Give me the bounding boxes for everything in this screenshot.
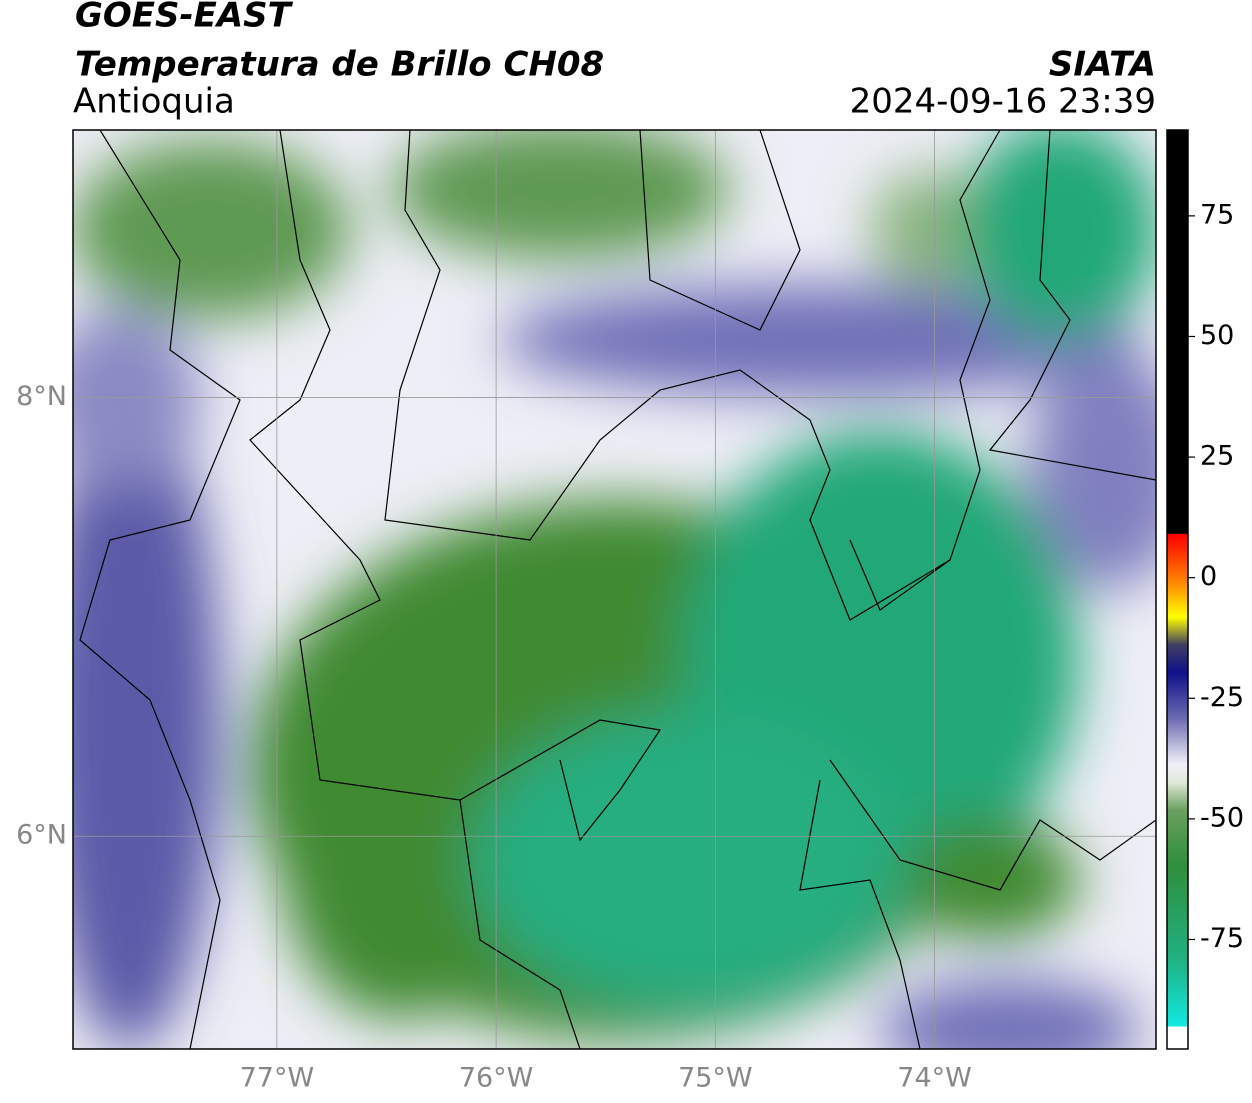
x-tick-label: 74°W [897,1063,972,1094]
satellite-image [73,130,1156,1049]
colorbar [1166,129,1189,1050]
title: GOES-EAST [75,0,294,36]
colorbar-tick-label: -25 [1200,682,1244,713]
colorbar-tick-label: 25 [1200,441,1234,472]
map-frame [72,129,1157,1050]
colorbar-tick-label: -50 [1200,802,1244,833]
x-tick-label: 77°W [240,1063,315,1094]
y-tick-label: 8°N [16,381,67,412]
subtitle: Temperatura de Brillo CH08 [75,45,604,85]
colorbar-tick-label: 75 [1200,199,1234,230]
x-tick-label: 75°W [678,1063,753,1094]
colorbar-tick-label: 50 [1200,320,1234,351]
source: SIATA [1049,45,1156,85]
colorbar-tick-label: -75 [1200,923,1244,954]
x-tick-label: 76°W [459,1063,534,1094]
timestamp: 2024-09-16 23:39 [850,82,1156,122]
colorbar-tick-label: 0 [1200,561,1217,592]
y-tick-label: 6°N [16,820,67,851]
graticule [73,130,1156,1049]
region: Antioquia [73,82,235,122]
